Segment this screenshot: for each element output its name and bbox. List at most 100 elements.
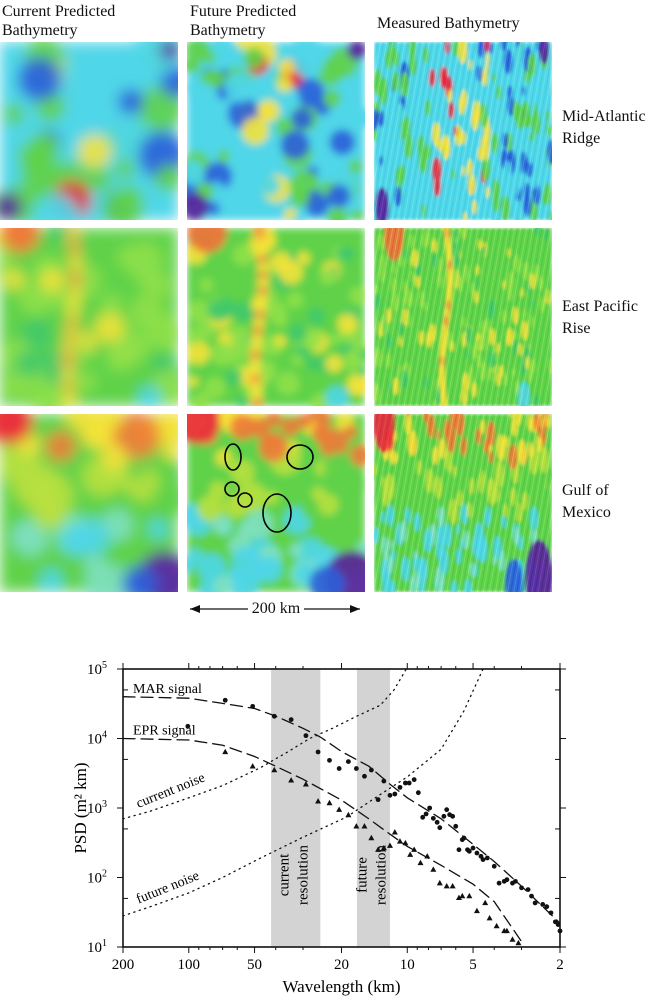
row-label-epr: East Pacific Rise [562,296,638,340]
epr-data-point [271,766,278,773]
highlight-ellipse [224,481,240,497]
epr-data-point [391,829,398,835]
mar-data-point [327,757,332,763]
mar-data-point [544,904,550,910]
epr-data-point [449,882,456,889]
epr-data-point [430,866,437,872]
x-tick-label: 20 [334,957,349,973]
mar-data-point [480,857,486,862]
title-line: Measured Bathymetry [377,15,520,32]
highlight-ellipse [224,443,242,471]
mar-data-point [450,813,456,819]
mar-data-point [512,878,518,884]
future-noise-label: future noise [134,869,201,908]
highlight-ellipse [237,492,253,508]
mar-data-point [525,887,531,892]
mar-data-point [406,780,412,786]
mar-data-point [430,815,436,821]
mar-data-point [415,790,421,796]
mar-data-point [491,863,497,869]
epr-data-point [417,859,424,866]
epr-data-point [482,899,489,906]
epr-data-point [407,851,414,857]
current-noise-label: current noise [134,771,207,812]
mar-data-point [185,723,191,729]
mar-data-point [466,848,472,854]
label-line: Ridge [562,130,601,147]
band-label-line1: current [277,853,293,896]
bathymetry-map-measured-east-pacific-rise [374,228,552,406]
plot-frame [122,668,561,948]
future-noise-curve [123,669,484,917]
mar-data-point [474,850,480,856]
mar-data-point [345,759,351,765]
y-tick-label: 103 [87,799,107,817]
epr-data-point [353,823,360,829]
epr-data-point [486,914,493,921]
epr-data-point [345,811,352,818]
bathymetry-map-future-east-pacific-rise [187,228,365,406]
epr-data-point [315,798,322,804]
row-label-mar: Mid-Atlantic Ridge [562,106,646,150]
label-line: East Pacific [562,298,638,315]
epr-data-point [288,777,295,783]
epr-data-point [466,892,473,899]
mar-data-point [444,807,450,813]
mar-data-point [411,777,417,783]
mar-data-point [336,766,342,771]
epr-data-point [503,927,510,934]
bathymetry-map-current-mid-atlantic-ridge [0,42,178,220]
epr-data-point [509,936,516,942]
label-line: Mid-Atlantic [562,108,646,125]
label-line: Rise [562,320,591,337]
x-tick-label: 200 [112,957,135,973]
epr-data-point [402,839,409,846]
epr-data-point [222,748,229,755]
mar-data-point [381,778,387,784]
mar-data-point [392,791,398,797]
mar-data-point [387,792,393,798]
mar-data-point [529,893,534,899]
column-title-measured: Measured Bathymetry [377,14,520,33]
epr-data-point [424,853,431,859]
y-axis-title: PSD (m² km) [71,762,90,853]
mar-data-point [353,766,359,771]
epr-data-point [396,838,403,844]
mar-data-point [548,910,554,916]
mar-data-point [368,767,374,773]
bathymetry-map-measured-mid-atlantic-ridge [374,42,552,220]
epr-data-point [436,879,443,886]
resolution-band [271,669,321,947]
MAR-signal-label: MAR signal [133,682,202,697]
highlight-ellipse [286,444,314,470]
title-line: Future Predicted [190,3,297,20]
EPR-signal-curve [123,737,523,943]
bathymetry-map-current-east-pacific-rise [0,228,178,406]
epr-data-point [380,844,387,851]
mar-data-point [375,797,381,803]
mar-data-point [288,717,294,723]
mar-data-point [423,811,429,817]
y-tick-label: 101 [87,938,107,956]
epr-data-point [455,894,462,901]
epr-data-point [515,939,522,946]
column-title-current: Current Predicted Bathymetry [2,2,115,40]
x-axis-title: Wavelength (km) [282,977,400,996]
x-tick-label: 2 [556,957,564,973]
y-tick-label: 102 [87,869,107,887]
bathymetry-map-measured-gulf-of-mexico [374,414,552,592]
current-noise-curve [123,669,407,820]
epr-data-point [473,907,480,914]
mar-data-point [484,855,490,861]
epr-data-point [302,781,309,787]
scale-bar-label: 200 km [248,600,304,618]
mar-data-point [557,928,563,934]
bathymetry-map-future-mid-atlantic-ridge [187,42,365,220]
mar-data-point [303,733,309,739]
mar-data-point [402,780,408,786]
mar-data-point [250,703,256,709]
epr-data-point [386,842,393,848]
label-line: Mexico [562,504,611,521]
MAR-signal-curve [123,696,560,924]
